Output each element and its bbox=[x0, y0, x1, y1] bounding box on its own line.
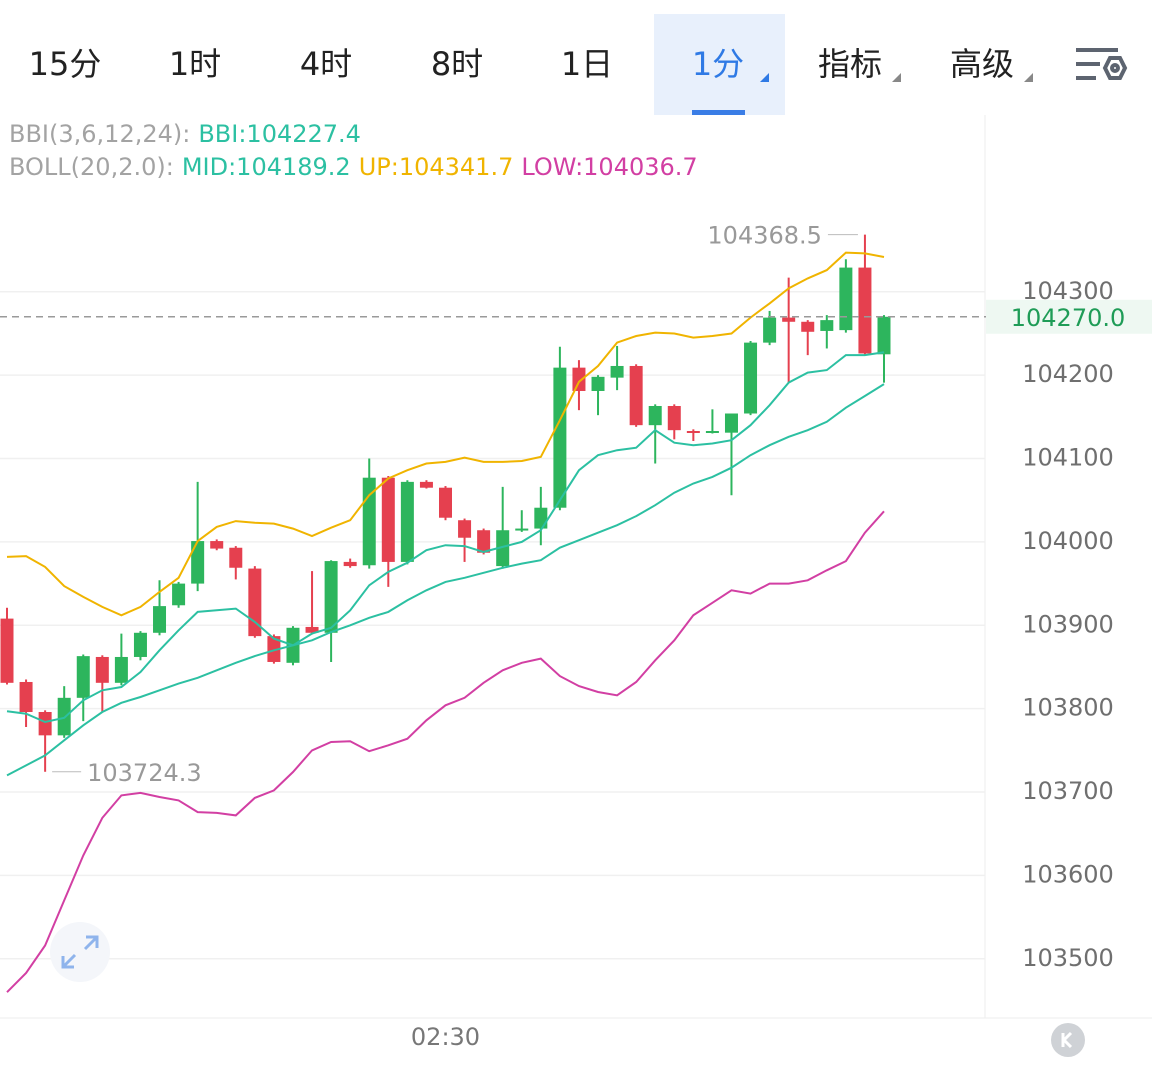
tab-bar: 15分 1时 4时 8时 1日 1分 指标 高级 bbox=[29, 45, 1033, 83]
candle-body bbox=[648, 405, 662, 426]
candle-body bbox=[324, 561, 338, 633]
tab[interactable]: 15分 bbox=[29, 45, 102, 83]
indicator-legend: BOLL(20,2.0): MID:104189.2 UP:104341.7 LOW:… bbox=[9, 153, 698, 181]
candle-body bbox=[629, 365, 643, 426]
candle-body bbox=[477, 530, 491, 553]
tab[interactable]: 4时 bbox=[300, 45, 352, 83]
candle-body bbox=[76, 656, 90, 698]
candle-body bbox=[782, 317, 796, 322]
y-tick-label: 103900 bbox=[1022, 610, 1114, 638]
candle-body bbox=[0, 618, 14, 683]
candle-body bbox=[458, 520, 472, 538]
y-tick-label: 103700 bbox=[1022, 777, 1114, 805]
candle-body bbox=[839, 267, 853, 331]
candle-body bbox=[705, 431, 719, 434]
tab[interactable]: 1日 bbox=[561, 45, 613, 83]
tab[interactable]: 1时 bbox=[169, 45, 221, 83]
candle-body bbox=[95, 656, 109, 683]
dropdown-caret bbox=[892, 73, 901, 82]
settings-icon[interactable] bbox=[1076, 48, 1128, 80]
candle-body bbox=[591, 376, 605, 391]
plot: 103500 103600 103700 103800 103900 104000 1041… bbox=[0, 120, 1152, 1051]
candle-body bbox=[439, 487, 452, 518]
y-tick-label: 104100 bbox=[1022, 444, 1114, 472]
tab[interactable]: 指标 bbox=[818, 45, 882, 83]
candle-body bbox=[400, 481, 414, 562]
legend-item: LOW:104036.7 bbox=[521, 153, 697, 181]
candle-body bbox=[667, 405, 681, 431]
y-tick-label: 103600 bbox=[1022, 860, 1114, 888]
candle-body bbox=[191, 541, 205, 584]
indicator-line bbox=[6, 510, 885, 993]
legend-item: UP:104341.7 bbox=[359, 153, 514, 181]
y-tick-label: 104000 bbox=[1022, 527, 1114, 555]
candle-body bbox=[534, 507, 548, 529]
candle-body bbox=[153, 606, 167, 633]
indicator-line bbox=[6, 383, 885, 777]
dropdown-caret bbox=[1024, 73, 1033, 82]
last-price-label: 104270.0 bbox=[1011, 304, 1126, 332]
indicator-line bbox=[6, 251, 885, 617]
max-label: 104368.5 bbox=[707, 222, 822, 250]
last-price-box bbox=[986, 299, 1152, 334]
candle-body bbox=[381, 477, 395, 562]
expand-button[interactable] bbox=[50, 922, 110, 982]
indicator-legend: BBI(3,6,12,24): BBI:104227.4 bbox=[9, 120, 361, 148]
candle-body bbox=[267, 636, 281, 662]
indicator-header: BOLL(20,2.0): bbox=[9, 153, 174, 181]
candle-body bbox=[724, 413, 738, 433]
candle-body bbox=[229, 547, 243, 568]
candle-body bbox=[114, 656, 128, 683]
candle-body bbox=[610, 365, 624, 378]
tab[interactable]: 高级 bbox=[950, 45, 1014, 83]
candle-body bbox=[858, 267, 872, 354]
candle-body bbox=[343, 561, 357, 567]
candle-body bbox=[38, 711, 52, 736]
candle-body bbox=[515, 528, 529, 531]
candle-body bbox=[172, 583, 186, 606]
candle-body bbox=[210, 541, 224, 549]
candle-body bbox=[572, 367, 586, 391]
candle-body bbox=[801, 321, 815, 332]
candle-body bbox=[496, 530, 510, 567]
candle-body bbox=[744, 342, 758, 414]
indicator-line bbox=[6, 351, 885, 724]
candle-body bbox=[553, 367, 567, 508]
indicator-header: BBI(3,6,12,24): bbox=[9, 120, 190, 148]
y-tick-label: 104200 bbox=[1022, 360, 1114, 388]
y-tick-label: 103500 bbox=[1022, 944, 1114, 972]
candle-body bbox=[877, 316, 891, 355]
tab[interactable]: 1分 bbox=[692, 45, 744, 83]
tab[interactable]: 8时 bbox=[431, 45, 483, 83]
candle-body bbox=[133, 632, 147, 657]
candle-body bbox=[686, 431, 700, 434]
candle-body bbox=[419, 481, 433, 488]
dropdown-caret bbox=[760, 73, 769, 82]
min-label: 103724.3 bbox=[87, 759, 202, 787]
candle-body bbox=[820, 320, 834, 331]
candle-body bbox=[19, 681, 33, 712]
y-tick-label: 103800 bbox=[1022, 694, 1114, 722]
legend-item: MID:104189.2 bbox=[182, 153, 351, 181]
active-tab-bg bbox=[654, 14, 785, 115]
candle-body bbox=[763, 317, 777, 343]
candle-body bbox=[305, 626, 319, 633]
legend-item: BBI:104227.4 bbox=[198, 120, 361, 148]
x-tick-label: 02:30 bbox=[411, 1023, 480, 1051]
active-tab-underline bbox=[692, 110, 745, 115]
scroll-latest-button[interactable] bbox=[1051, 1023, 1085, 1057]
